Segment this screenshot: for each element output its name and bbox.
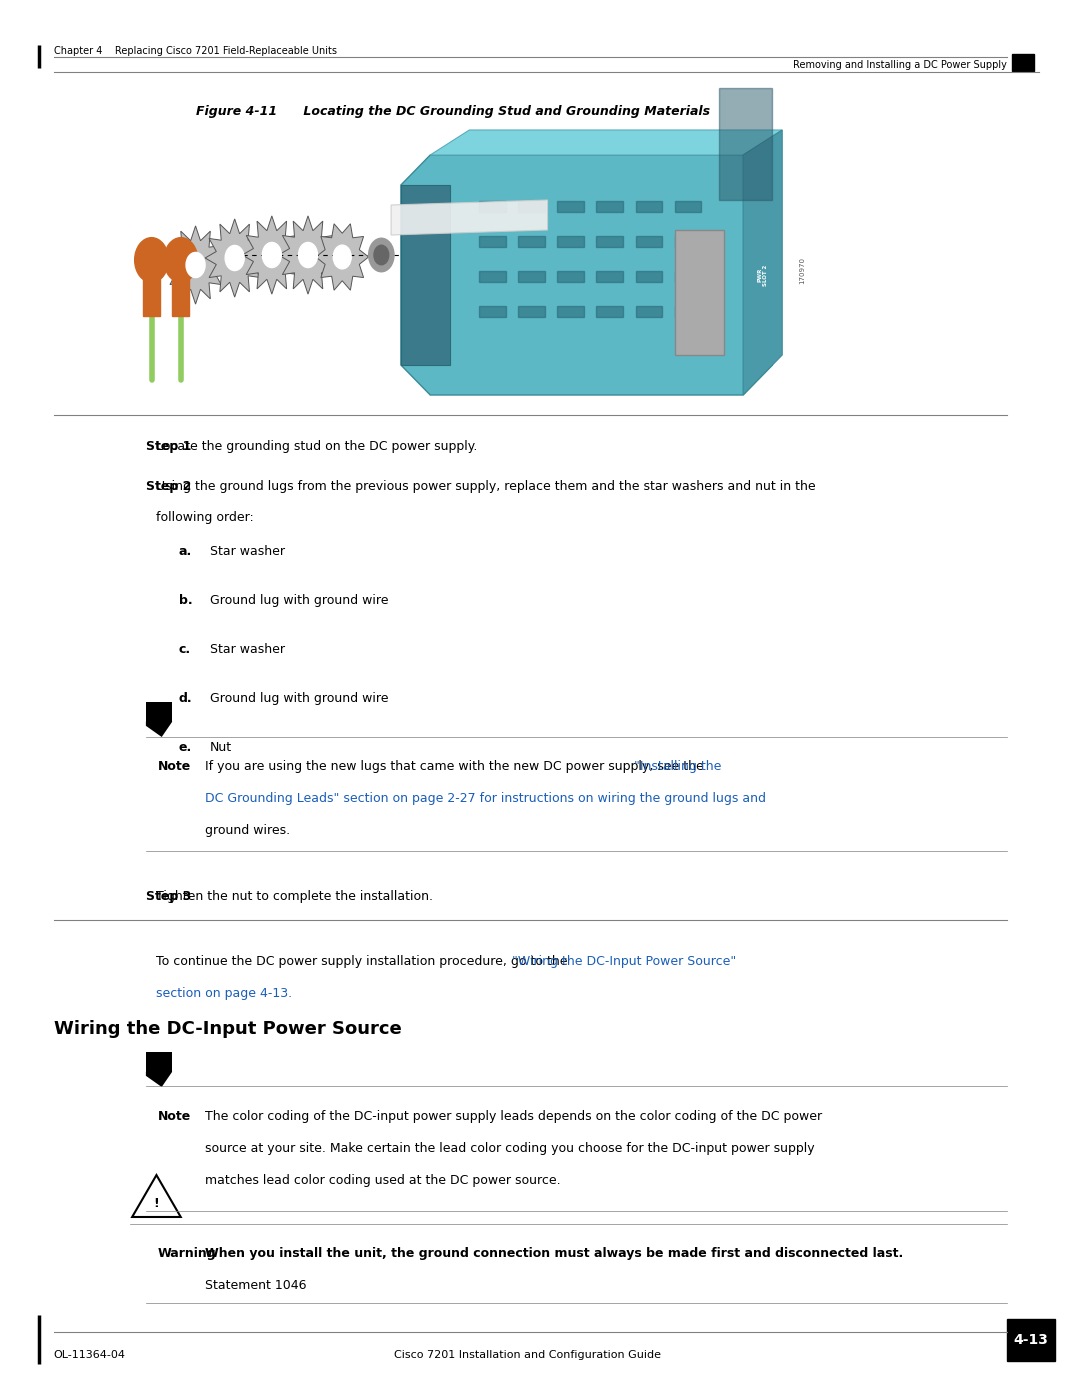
Text: matches lead color coding used at the DC power source.: matches lead color coding used at the DC… xyxy=(205,1175,561,1187)
Text: e.: e. xyxy=(178,740,192,753)
Bar xyxy=(635,236,662,247)
Polygon shape xyxy=(743,130,782,395)
Polygon shape xyxy=(146,722,173,738)
Text: d.: d. xyxy=(178,692,192,704)
Text: section on page 4-13.: section on page 4-13. xyxy=(157,988,293,1000)
Bar xyxy=(1008,1319,1055,1361)
Text: source at your site. Make certain the lead color coding you choose for the DC-in: source at your site. Make certain the le… xyxy=(205,1143,815,1155)
Bar xyxy=(675,306,701,317)
Bar xyxy=(635,271,662,282)
Text: Chapter 4    Replacing Cisco 7201 Field-Replaceable Units: Chapter 4 Replacing Cisco 7201 Field-Rep… xyxy=(54,46,337,56)
Text: Statement 1046: Statement 1046 xyxy=(205,1280,307,1292)
Bar xyxy=(518,236,544,247)
Text: The color coding of the DC-input power supply leads depends on the color coding : The color coding of the DC-input power s… xyxy=(205,1111,823,1123)
Text: Cisco 7201 Installation and Configuration Guide: Cisco 7201 Installation and Configuratio… xyxy=(394,1350,661,1361)
Text: "Wiring the DC-Input Power Source": "Wiring the DC-Input Power Source" xyxy=(512,956,737,968)
Bar xyxy=(675,236,701,247)
Bar xyxy=(675,201,701,212)
Bar xyxy=(557,306,583,317)
Polygon shape xyxy=(146,1052,173,1071)
Bar xyxy=(480,236,505,247)
Polygon shape xyxy=(166,226,225,305)
Text: Warning: Warning xyxy=(158,1248,216,1260)
Text: following order:: following order: xyxy=(157,511,254,524)
Circle shape xyxy=(262,243,281,268)
Polygon shape xyxy=(430,130,782,155)
Polygon shape xyxy=(242,217,301,295)
Circle shape xyxy=(164,237,198,282)
Text: DC Grounding Leads" section on page 2-27 for instructions on wiring the ground l: DC Grounding Leads" section on page 2-27… xyxy=(205,792,767,805)
Text: Figure 4-11      Locating the DC Grounding Stud and Grounding Materials: Figure 4-11 Locating the DC Grounding St… xyxy=(195,105,710,117)
Text: Star washer: Star washer xyxy=(211,545,285,557)
Text: Ground lug with ground wire: Ground lug with ground wire xyxy=(211,594,389,606)
Polygon shape xyxy=(315,224,368,291)
Text: Note: Note xyxy=(158,1111,191,1123)
Text: Step 2: Step 2 xyxy=(146,481,191,493)
Bar xyxy=(718,88,772,200)
Text: Note: Note xyxy=(158,760,191,773)
Circle shape xyxy=(186,253,205,278)
Polygon shape xyxy=(132,1175,180,1217)
Polygon shape xyxy=(675,231,724,355)
Polygon shape xyxy=(401,155,772,395)
Text: Step 3: Step 3 xyxy=(146,890,191,902)
Circle shape xyxy=(374,246,389,265)
Polygon shape xyxy=(146,703,173,722)
Text: "Installing the: "Installing the xyxy=(634,760,721,773)
Bar xyxy=(635,201,662,212)
Bar xyxy=(480,271,505,282)
Bar xyxy=(1012,54,1034,71)
Bar xyxy=(557,236,583,247)
Bar xyxy=(173,260,189,316)
Bar xyxy=(596,236,623,247)
Bar xyxy=(675,271,701,282)
Bar xyxy=(596,201,623,212)
Text: Step 1: Step 1 xyxy=(146,440,191,453)
Bar xyxy=(518,306,544,317)
Bar xyxy=(596,306,623,317)
Circle shape xyxy=(334,244,351,268)
Text: If you are using the new lugs that came with the new DC power supply, see the: If you are using the new lugs that came … xyxy=(205,760,708,773)
Circle shape xyxy=(368,239,394,272)
Text: 4-13: 4-13 xyxy=(1013,1333,1048,1347)
Text: PWR
SLOT 2: PWR SLOT 2 xyxy=(757,264,768,285)
Text: Removing and Installing a DC Power Supply: Removing and Installing a DC Power Suppl… xyxy=(793,60,1008,70)
Text: Star washer: Star washer xyxy=(211,643,285,655)
Bar xyxy=(596,271,623,282)
Circle shape xyxy=(298,243,318,268)
Polygon shape xyxy=(146,1071,173,1087)
Polygon shape xyxy=(401,184,449,365)
Text: OL-11364-04: OL-11364-04 xyxy=(54,1350,125,1361)
Text: Nut: Nut xyxy=(211,740,232,753)
Bar xyxy=(480,201,505,212)
Text: To continue the DC power supply installation procedure, go to the: To continue the DC power supply installa… xyxy=(157,956,572,968)
Bar xyxy=(635,306,662,317)
Text: !: ! xyxy=(153,1196,160,1210)
Bar xyxy=(518,271,544,282)
Circle shape xyxy=(135,237,168,282)
Text: Wiring the DC-Input Power Source: Wiring the DC-Input Power Source xyxy=(54,1020,402,1038)
Text: c.: c. xyxy=(178,643,191,655)
Bar xyxy=(557,271,583,282)
Text: Locate the grounding stud on the DC power supply.: Locate the grounding stud on the DC powe… xyxy=(157,440,477,453)
Text: When you install the unit, the ground connection must always be made first and d: When you install the unit, the ground co… xyxy=(205,1248,904,1260)
Bar xyxy=(518,201,544,212)
Polygon shape xyxy=(205,219,265,298)
Text: Tighten the nut to complete the installation.: Tighten the nut to complete the installa… xyxy=(157,890,433,902)
Text: Ground lug with ground wire: Ground lug with ground wire xyxy=(211,692,389,704)
Text: a.: a. xyxy=(178,545,192,557)
Bar xyxy=(480,306,505,317)
Bar xyxy=(144,260,160,316)
Text: b.: b. xyxy=(178,594,192,606)
Text: 170970: 170970 xyxy=(799,257,805,284)
Circle shape xyxy=(225,246,244,271)
Text: ground wires.: ground wires. xyxy=(205,824,291,837)
Polygon shape xyxy=(391,200,548,235)
Polygon shape xyxy=(279,217,338,295)
Bar xyxy=(557,201,583,212)
Text: Using the ground lugs from the previous power supply, replace them and the star : Using the ground lugs from the previous … xyxy=(157,481,816,493)
